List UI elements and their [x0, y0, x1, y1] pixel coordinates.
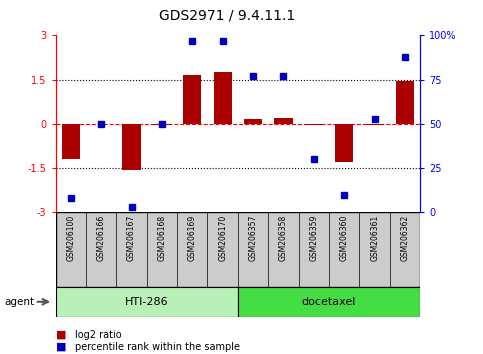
Bar: [122, 124, 141, 170]
Text: agent: agent: [5, 297, 35, 307]
Text: GSM206358: GSM206358: [279, 215, 288, 261]
Bar: [208, 212, 238, 287]
Text: GSM206362: GSM206362: [400, 215, 410, 261]
Text: ■: ■: [56, 330, 66, 339]
Text: GSM206167: GSM206167: [127, 215, 136, 261]
Bar: [183, 75, 201, 124]
Bar: [147, 212, 177, 287]
Text: docetaxel: docetaxel: [302, 297, 356, 307]
Text: GSM206357: GSM206357: [249, 215, 257, 261]
Text: GSM206100: GSM206100: [66, 215, 75, 261]
Text: HTI-286: HTI-286: [125, 297, 169, 307]
Bar: [56, 287, 238, 317]
Bar: [298, 212, 329, 287]
Bar: [177, 212, 208, 287]
Bar: [56, 212, 86, 287]
Text: ■: ■: [56, 342, 66, 352]
Bar: [153, 124, 171, 125]
Text: GSM206170: GSM206170: [218, 215, 227, 261]
Bar: [335, 124, 354, 162]
Text: GDS2971 / 9.4.11.1: GDS2971 / 9.4.11.1: [159, 9, 295, 23]
Text: GSM206169: GSM206169: [188, 215, 197, 261]
Bar: [238, 212, 268, 287]
Text: GSM206360: GSM206360: [340, 215, 349, 261]
Bar: [268, 212, 298, 287]
Bar: [329, 212, 359, 287]
Bar: [390, 212, 420, 287]
Bar: [305, 124, 323, 125]
Bar: [274, 118, 293, 124]
Bar: [238, 287, 420, 317]
Text: log2 ratio: log2 ratio: [75, 330, 122, 339]
Bar: [396, 81, 414, 124]
Bar: [62, 124, 80, 159]
Bar: [366, 124, 384, 125]
Text: GSM206361: GSM206361: [370, 215, 379, 261]
Bar: [213, 72, 232, 124]
Text: GSM206168: GSM206168: [157, 215, 167, 261]
Bar: [86, 212, 116, 287]
Bar: [116, 212, 147, 287]
Text: GSM206359: GSM206359: [309, 215, 318, 261]
Text: percentile rank within the sample: percentile rank within the sample: [75, 342, 240, 352]
Bar: [244, 119, 262, 124]
Text: GSM206166: GSM206166: [97, 215, 106, 261]
Bar: [359, 212, 390, 287]
